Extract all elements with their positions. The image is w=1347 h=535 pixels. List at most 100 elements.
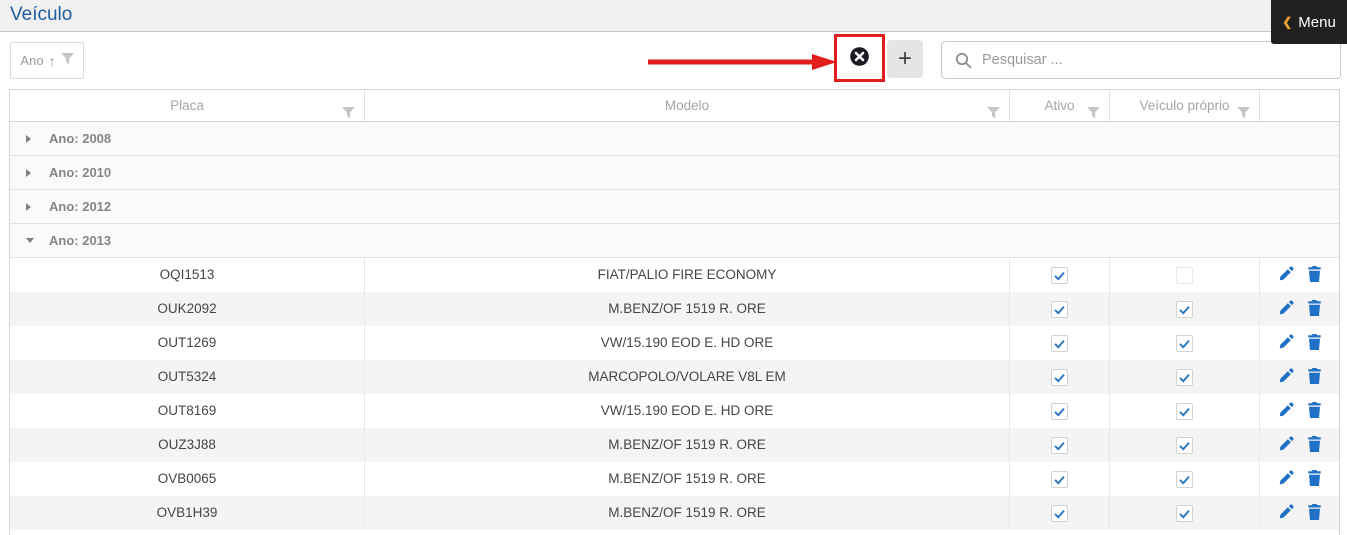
veiculo-proprio-checkbox[interactable] bbox=[1176, 334, 1193, 352]
delete-button[interactable] bbox=[1307, 503, 1322, 523]
pencil-icon bbox=[1278, 333, 1294, 353]
cell-veiculo-proprio bbox=[1110, 496, 1260, 530]
edit-button[interactable] bbox=[1278, 333, 1294, 353]
grid-body: Ano: 2008 Ano: 2010 Ano: 2012 Ano: 2013 … bbox=[10, 122, 1339, 530]
delete-button[interactable] bbox=[1307, 299, 1322, 319]
ativo-checkbox[interactable] bbox=[1051, 436, 1068, 454]
delete-button[interactable] bbox=[1307, 469, 1322, 489]
red-annotation-arrow bbox=[648, 54, 837, 70]
add-vehicle-button[interactable]: + bbox=[887, 40, 923, 78]
veiculo-proprio-checkbox[interactable] bbox=[1176, 504, 1193, 522]
ativo-checkbox[interactable] bbox=[1051, 266, 1068, 284]
cell-placa: OQI1513 bbox=[10, 258, 365, 292]
sort-ascending-icon: ↑ bbox=[48, 52, 56, 69]
cell-ativo bbox=[1010, 360, 1110, 394]
column-header-label: Veículo próprio bbox=[1139, 98, 1230, 113]
cell-placa: OUT1269 bbox=[10, 326, 365, 360]
group-chip-label: Ano bbox=[20, 53, 44, 68]
cell-placa: OUT8169 bbox=[10, 394, 365, 428]
delete-button[interactable] bbox=[1307, 435, 1322, 455]
group-row[interactable]: Ano: 2013 bbox=[10, 224, 1339, 258]
column-header-label: Placa bbox=[170, 98, 204, 113]
table-row: OUZ3J88 M.BENZ/OF 1519 R. ORE bbox=[10, 428, 1339, 462]
group-label: Ano: 2012 bbox=[49, 199, 112, 214]
column-header-label: Modelo bbox=[664, 98, 710, 113]
column-header-placa[interactable]: Placa bbox=[10, 90, 365, 121]
column-header-ativo[interactable]: Ativo bbox=[1010, 90, 1110, 121]
delete-button[interactable] bbox=[1307, 333, 1322, 353]
edit-button[interactable] bbox=[1278, 435, 1294, 455]
delete-button[interactable] bbox=[1307, 265, 1322, 285]
veiculo-proprio-checkbox[interactable] bbox=[1176, 266, 1193, 284]
funnel-icon[interactable] bbox=[342, 99, 355, 130]
trash-icon bbox=[1307, 265, 1322, 285]
cell-veiculo-proprio bbox=[1110, 326, 1260, 360]
page-title: Veículo bbox=[10, 4, 73, 25]
expand-collapse-icon[interactable] bbox=[26, 238, 36, 243]
chevron-left-icon: ❮ bbox=[1282, 15, 1293, 29]
table-row: OVB0065 M.BENZ/OF 1519 R. ORE bbox=[10, 462, 1339, 496]
group-label: Ano: 2008 bbox=[49, 131, 112, 146]
group-row[interactable]: Ano: 2010 bbox=[10, 156, 1339, 190]
cell-ativo bbox=[1010, 326, 1110, 360]
cell-veiculo-proprio bbox=[1110, 428, 1260, 462]
edit-button[interactable] bbox=[1278, 299, 1294, 319]
group-chip-ano[interactable]: Ano ↑ bbox=[10, 42, 84, 79]
menu-button[interactable]: ❮ Menu bbox=[1271, 0, 1347, 44]
column-header-veiculo-proprio[interactable]: Veículo próprio bbox=[1110, 90, 1260, 121]
ativo-checkbox[interactable] bbox=[1051, 504, 1068, 522]
veiculo-proprio-checkbox[interactable] bbox=[1176, 368, 1193, 386]
cell-actions bbox=[1260, 462, 1339, 496]
cell-ativo bbox=[1010, 394, 1110, 428]
vehicle-grid: Placa Modelo Ativo Veículo próprio bbox=[9, 89, 1340, 535]
edit-button[interactable] bbox=[1278, 401, 1294, 421]
funnel-icon[interactable] bbox=[987, 99, 1000, 130]
cell-veiculo-proprio bbox=[1110, 360, 1260, 394]
ativo-checkbox[interactable] bbox=[1051, 368, 1068, 386]
clear-grouping-button[interactable] bbox=[837, 37, 882, 79]
cell-modelo: M.BENZ/OF 1519 R. ORE bbox=[365, 428, 1010, 462]
edit-button[interactable] bbox=[1278, 367, 1294, 387]
trash-icon bbox=[1307, 333, 1322, 353]
group-row[interactable]: Ano: 2008 bbox=[10, 122, 1339, 156]
pencil-icon bbox=[1278, 265, 1294, 285]
column-header-modelo[interactable]: Modelo bbox=[365, 90, 1010, 121]
search-input[interactable] bbox=[942, 42, 1340, 78]
funnel-icon[interactable] bbox=[1237, 99, 1250, 130]
delete-button[interactable] bbox=[1307, 401, 1322, 421]
funnel-icon[interactable] bbox=[1087, 99, 1100, 130]
ativo-checkbox[interactable] bbox=[1051, 334, 1068, 352]
trash-icon bbox=[1307, 367, 1322, 387]
ativo-checkbox[interactable] bbox=[1051, 300, 1068, 318]
cell-ativo bbox=[1010, 428, 1110, 462]
cell-ativo bbox=[1010, 292, 1110, 326]
column-header-label: Ativo bbox=[1044, 98, 1075, 113]
table-row: OUT8169 VW/15.190 EOD E. HD ORE bbox=[10, 394, 1339, 428]
pencil-icon bbox=[1278, 435, 1294, 455]
cell-actions bbox=[1260, 428, 1339, 462]
edit-button[interactable] bbox=[1278, 469, 1294, 489]
veiculo-proprio-checkbox[interactable] bbox=[1176, 300, 1193, 318]
pencil-icon bbox=[1278, 401, 1294, 421]
veiculo-proprio-checkbox[interactable] bbox=[1176, 470, 1193, 488]
veiculo-proprio-checkbox[interactable] bbox=[1176, 436, 1193, 454]
funnel-icon bbox=[60, 53, 74, 68]
cell-ativo bbox=[1010, 462, 1110, 496]
table-row: OQI1513 FIAT/PALIO FIRE ECONOMY bbox=[10, 258, 1339, 292]
cell-veiculo-proprio bbox=[1110, 394, 1260, 428]
expand-collapse-icon[interactable] bbox=[26, 134, 36, 143]
cell-placa: OVB0065 bbox=[10, 462, 365, 496]
ativo-checkbox[interactable] bbox=[1051, 470, 1068, 488]
group-label: Ano: 2010 bbox=[49, 165, 112, 180]
ativo-checkbox[interactable] bbox=[1051, 402, 1068, 420]
cell-actions bbox=[1260, 258, 1339, 292]
delete-button[interactable] bbox=[1307, 367, 1322, 387]
edit-button[interactable] bbox=[1278, 503, 1294, 523]
veiculo-proprio-checkbox[interactable] bbox=[1176, 402, 1193, 420]
group-row[interactable]: Ano: 2012 bbox=[10, 190, 1339, 224]
cell-actions bbox=[1260, 292, 1339, 326]
expand-collapse-icon[interactable] bbox=[26, 202, 36, 211]
edit-button[interactable] bbox=[1278, 265, 1294, 285]
expand-collapse-icon[interactable] bbox=[26, 168, 36, 177]
